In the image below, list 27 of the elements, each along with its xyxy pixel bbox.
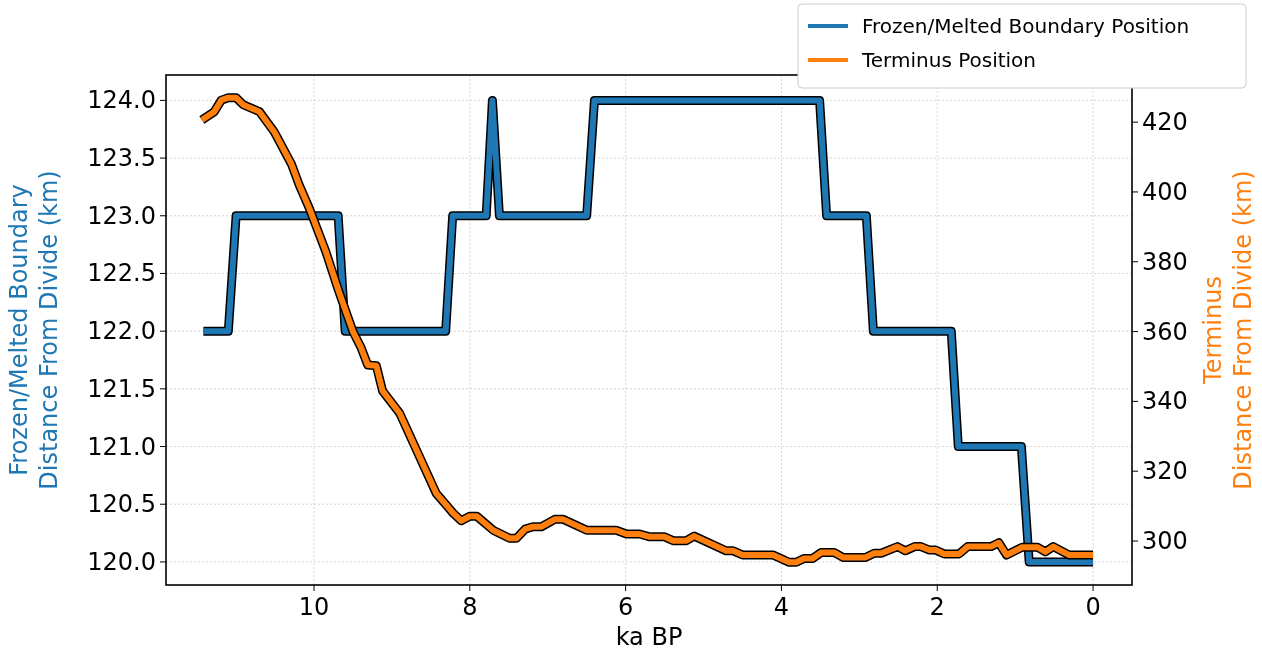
x-tick-label: 2 (929, 593, 945, 621)
y-tick-label: 123.0 (87, 201, 156, 230)
legend-label: Frozen/Melted Boundary Position (862, 14, 1190, 38)
y-tick-label: 123.5 (87, 144, 156, 173)
legend-label: Terminus Position (861, 48, 1037, 72)
y-tick-label: 121.5 (87, 374, 156, 403)
y-tick-label: 120.5 (87, 490, 156, 519)
y-axis-title: Frozen/Melted Boundary Distance From Divide (km) (5, 170, 63, 490)
y-tick-label: 122.0 (87, 317, 156, 346)
y2-axis-title: Terminus Distance From Divide (km) (1199, 170, 1257, 490)
y-tick-label: 124.0 (87, 86, 156, 115)
y-tick-label: 122.5 (87, 259, 156, 288)
y2-tick-label: 420 (1142, 108, 1188, 137)
x-tick-label: 8 (462, 593, 478, 621)
x-tick-label: 6 (617, 593, 634, 621)
y2-tick-label: 400 (1142, 177, 1188, 206)
y2-tick-label: 360 (1142, 317, 1188, 346)
y-tick-label: 121.0 (87, 432, 156, 461)
y2-tick-label: 300 (1142, 527, 1188, 556)
x-tick-label: 0 (1085, 593, 1101, 621)
y2-tick-label: 340 (1142, 387, 1188, 416)
x-tick-label: 4 (773, 593, 790, 621)
y-tick-label: 120.0 (87, 547, 156, 576)
y2-tick-label: 320 (1142, 457, 1188, 486)
x-tick-label: 10 (298, 593, 330, 621)
x-axis-title: ka BP (615, 623, 683, 651)
y2-tick-label: 380 (1142, 247, 1188, 276)
